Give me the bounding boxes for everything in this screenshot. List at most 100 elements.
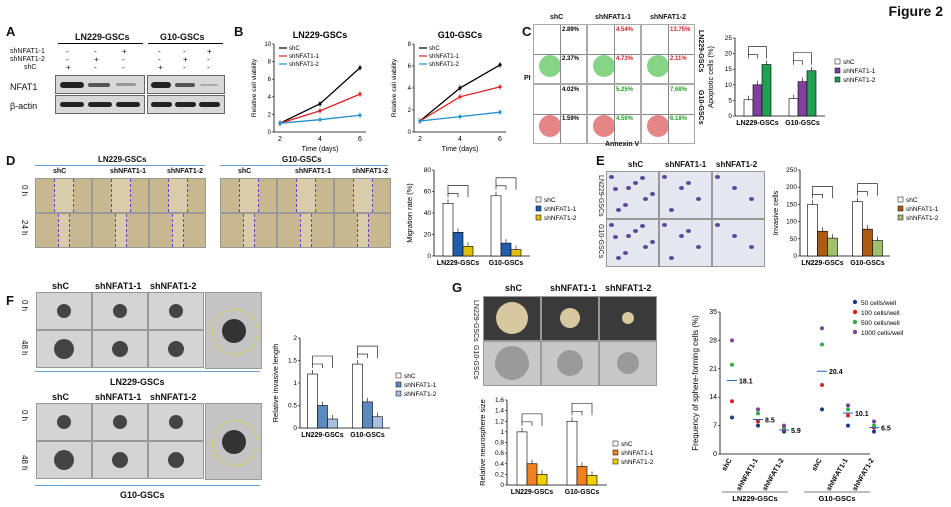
blot-actin-ln229 — [55, 95, 145, 114]
wound-col-label: shC — [53, 168, 67, 175]
category-label: LN229-GSCs — [801, 260, 844, 267]
bar-shNFAT1-1 — [752, 84, 763, 117]
scatter-point — [846, 407, 850, 412]
wound-image — [149, 178, 206, 213]
invasion-cell — [633, 229, 638, 233]
y-axis-label: Relative neurosphere size — [478, 399, 487, 486]
significance-bracket — [812, 194, 823, 199]
flow-quadrant-lower: 4.73% — [616, 56, 634, 62]
spheroid — [113, 304, 127, 318]
invasion-front — [212, 309, 258, 355]
sphere-image — [148, 441, 204, 479]
spheroid — [169, 304, 183, 318]
legend-label: shC — [843, 59, 855, 66]
sphere-image — [148, 403, 204, 441]
category-label: shNFAT1-2 — [762, 457, 786, 492]
legend-dot — [852, 319, 858, 325]
wound-image — [92, 178, 149, 213]
blot-sign: - — [158, 47, 161, 56]
invasion-cell — [669, 208, 674, 212]
invasive-length-chart: 0 0.5 1 1.5 2 Relative invasive length LN229-G… — [271, 335, 437, 439]
legend-label: shC — [289, 46, 300, 52]
legend-swatch — [612, 440, 619, 447]
flow-cluster — [593, 115, 615, 137]
blot-sign: + — [122, 47, 127, 56]
bar-shC — [852, 201, 863, 257]
sphere-image — [148, 330, 204, 368]
wound-image — [220, 213, 277, 248]
spheroid — [113, 415, 127, 429]
spheroid — [57, 304, 71, 318]
invasion-cell — [623, 251, 628, 255]
legend-swatch — [834, 58, 841, 65]
invasion-cell — [715, 175, 720, 179]
category-label: G10-GSCs — [565, 489, 600, 496]
bar-shNFAT1-2 — [327, 418, 338, 429]
invasion-cell — [623, 203, 628, 207]
category-label: LN229-GSCs — [301, 432, 344, 439]
legend-label: shNFAT1-1 — [906, 206, 939, 213]
blot-sign: - — [122, 55, 125, 64]
neuro-col-shc: shC — [505, 283, 523, 293]
apoptosis-chart: 0 5 10 15 20 25 Apoptotic cells (%) LN229-GSCs G… — [706, 35, 876, 127]
blot-label-nfat1: NFAT1 — [10, 82, 38, 92]
y-tick-label: 200 — [786, 184, 797, 191]
y-tick-label: 25 — [725, 35, 733, 42]
flow-gate — [588, 114, 640, 115]
invasion-cell — [715, 223, 720, 227]
sphere-col-shnfat1-1: shNFAT1-1 — [95, 281, 142, 291]
y-tick-label: 20 — [725, 51, 733, 58]
flow-axis-pi: PI — [524, 75, 531, 82]
invasion-cell — [696, 197, 701, 201]
invasion-cell — [613, 187, 618, 191]
y-tick-label: 4 — [268, 95, 272, 101]
wound-gap — [54, 179, 74, 212]
invasion-cell — [686, 229, 691, 233]
blot-sign: - — [66, 55, 69, 64]
blot-sign: - — [183, 63, 186, 72]
y-tick-label: 0 — [713, 451, 717, 458]
flow-row-g10: G10-GSCs — [697, 90, 704, 125]
flow-cluster — [647, 55, 669, 77]
y-axis-label: Apoptotic cells (%) — [706, 45, 715, 108]
significance-bracket — [312, 363, 323, 368]
wound-row-24h: 24 h — [20, 220, 29, 236]
y-axis-label: Relative cell viability — [251, 58, 258, 117]
neuro-row-g10: G10-GSCs — [472, 345, 479, 380]
invasion-cell — [609, 223, 614, 227]
neurosphere-image — [599, 296, 657, 341]
group-label: G10-GSCs — [818, 494, 855, 503]
y-tick-label: 60 — [424, 189, 432, 196]
y-tick-label: 2 — [293, 335, 297, 342]
significance-bracket — [748, 46, 767, 59]
panel-label-e: E — [596, 153, 605, 168]
invasion-cell — [749, 245, 754, 249]
invasion-cell — [732, 186, 737, 190]
sphere-col-shnfat1-2: shNFAT1-2 — [150, 281, 197, 291]
flow-quadrant-lower: 2.37% — [562, 56, 580, 62]
significance-bracket — [447, 185, 469, 198]
significance-bracket — [495, 185, 507, 190]
legend-label: shNFAT1-2 — [621, 459, 654, 466]
spheroid — [168, 341, 184, 357]
category-label: G10-GSCs — [489, 260, 524, 267]
blot-sign: - — [158, 55, 161, 64]
flow-quadrant-upper: 4.54% — [616, 27, 634, 33]
category-label: shNFAT1-1 — [736, 457, 760, 492]
legend-dot — [852, 299, 858, 305]
spheroid — [112, 341, 128, 357]
invasion-col-shnfat1-1: shNFAT1-1 — [665, 160, 707, 169]
neuro-col-shnfat1-2: shNFAT1-2 — [605, 283, 652, 293]
legend-label: shNFAT1-1 — [621, 450, 654, 457]
significance-bracket — [793, 60, 803, 65]
spheroid — [222, 430, 246, 454]
category-label: shNFAT1-2 — [852, 457, 876, 492]
wound-image — [149, 213, 206, 248]
legend-swatch — [897, 196, 904, 203]
legend-swatch — [834, 76, 841, 83]
y-tick-label: 250 — [786, 167, 797, 174]
sphere2-col-shc: shC — [52, 392, 70, 402]
flow-cluster — [539, 115, 561, 137]
wound-group-ln229: LN229-GSCs — [98, 155, 147, 164]
mean-label: 5.9 — [791, 428, 801, 435]
